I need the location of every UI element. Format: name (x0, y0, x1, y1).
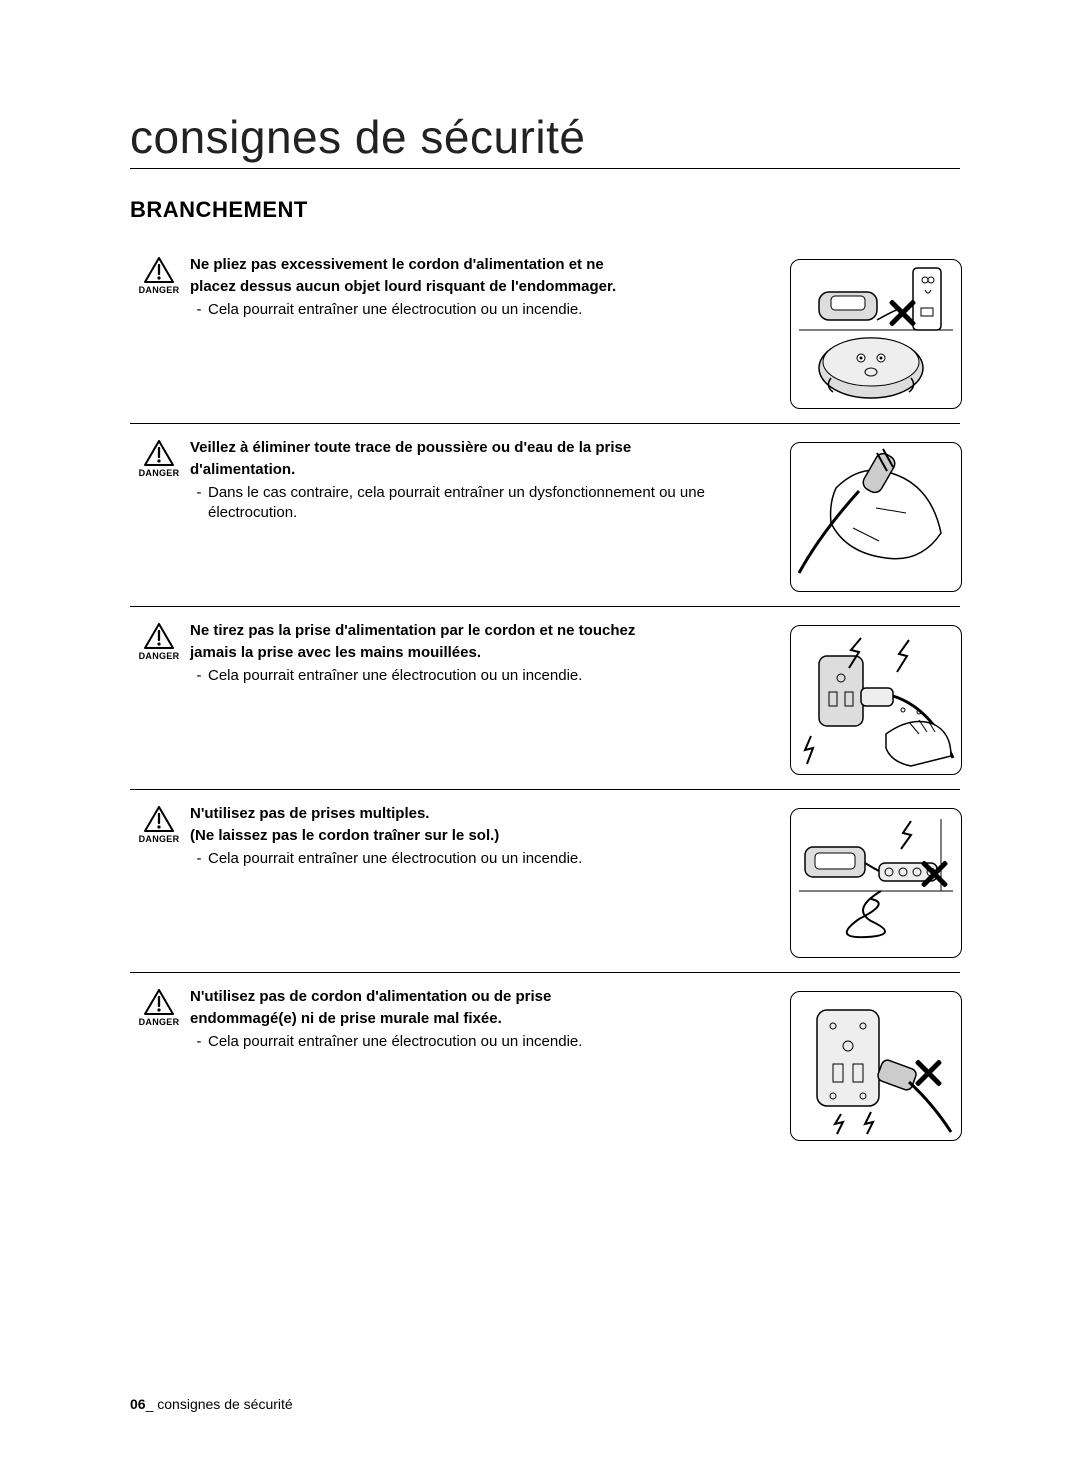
danger-icon (144, 989, 174, 1015)
safety-entry: DANGER Ne tirez pas la prise d'alimentat… (130, 607, 960, 790)
entry-heading-line: Ne tirez pas la prise d'alimentation par… (190, 621, 778, 641)
safety-entry: DANGER Veillez à éliminer toute trace de… (130, 424, 960, 607)
illustration-col (790, 987, 960, 1141)
section-heading: BRANCHEMENT (130, 197, 960, 223)
illustration-col (790, 804, 960, 958)
danger-label: DANGER (130, 285, 188, 295)
x-mark-icon (919, 859, 949, 889)
danger-icon (144, 440, 174, 466)
danger-label: DANGER (130, 1017, 188, 1027)
entry-heading-line: endommagé(e) ni de prise murale mal fixé… (190, 1009, 778, 1029)
danger-icon-col: DANGER (130, 804, 188, 844)
footer-page-number: 06 (130, 1396, 146, 1412)
entry-text: N'utilisez pas de prises multiples. (Ne … (188, 804, 790, 869)
entry-bullet: - Cela pourrait entraîner une électrocut… (190, 300, 778, 320)
entry-text: Ne pliez pas excessivement le cordon d'a… (188, 255, 790, 320)
page-footer: 06_ consignes de sécurité (130, 1396, 293, 1412)
entry-heading-line: placez dessus aucun objet lourd risquant… (190, 277, 778, 297)
bullet-dash: - (190, 666, 208, 686)
footer-text: consignes de sécurité (153, 1396, 292, 1412)
danger-icon (144, 257, 174, 283)
entry-heading-line: Veillez à éliminer toute trace de poussi… (190, 438, 778, 458)
bullet-dash: - (190, 483, 208, 524)
bullet-text: Cela pourrait entraîner une électrocutio… (208, 849, 582, 869)
entry-heading-line: Ne pliez pas excessivement le cordon d'a… (190, 255, 778, 275)
entry-text: Ne tirez pas la prise d'alimentation par… (188, 621, 790, 686)
danger-icon-col: DANGER (130, 987, 188, 1027)
x-mark-icon (887, 298, 917, 328)
bullet-text: Dans le cas contraire, cela pourrait ent… (208, 483, 778, 524)
entry-bullet: - Cela pourrait entraîner une électrocut… (190, 666, 778, 686)
danger-icon (144, 806, 174, 832)
danger-icon-col: DANGER (130, 438, 188, 478)
danger-icon (144, 623, 174, 649)
danger-label: DANGER (130, 834, 188, 844)
entry-bullet: - Cela pourrait entraîner une électrocut… (190, 849, 778, 869)
entry-bullet: - Dans le cas contraire, cela pourrait e… (190, 483, 778, 524)
danger-label: DANGER (130, 468, 188, 478)
danger-label: DANGER (130, 651, 188, 661)
entry-heading-line: N'utilisez pas de prises multiples. (190, 804, 778, 824)
illustration-col (790, 438, 960, 592)
safety-entry: DANGER N'utilisez pas de cordon d'alimen… (130, 973, 960, 1155)
entry-heading-line: (Ne laissez pas le cordon traîner sur le… (190, 826, 778, 846)
danger-icon-col: DANGER (130, 621, 188, 661)
bullet-dash: - (190, 1032, 208, 1052)
x-mark-icon (913, 1058, 943, 1088)
bullet-dash: - (190, 300, 208, 320)
bullet-text: Cela pourrait entraîner une électrocutio… (208, 666, 582, 686)
illustration-col (790, 621, 960, 775)
illustration-wet-hand-plug (791, 626, 961, 774)
entry-heading-line: N'utilisez pas de cordon d'alimentation … (190, 987, 778, 1007)
bullet-text: Cela pourrait entraîner une électrocutio… (208, 300, 582, 320)
illustration-box (790, 259, 962, 409)
safety-entry: DANGER Ne pliez pas excessivement le cor… (130, 241, 960, 424)
entry-heading-line: jamais la prise avec les mains mouillées… (190, 643, 778, 663)
entry-text: Veillez à éliminer toute trace de poussi… (188, 438, 790, 523)
entry-heading-line: d'alimentation. (190, 460, 778, 480)
illustration-col (790, 255, 960, 409)
bullet-dash: - (190, 849, 208, 869)
danger-icon-col: DANGER (130, 255, 188, 295)
safety-entry: DANGER N'utilisez pas de prises multiple… (130, 790, 960, 973)
illustration-robot-cord-bent (791, 260, 961, 408)
page: consignes de sécurité BRANCHEMENT DANGER… (0, 0, 1080, 1472)
entry-text: N'utilisez pas de cordon d'alimentation … (188, 987, 790, 1052)
illustration-clean-plug (791, 443, 961, 591)
page-title: consignes de sécurité (130, 110, 960, 169)
illustration-box (790, 625, 962, 775)
illustration-box (790, 991, 962, 1141)
illustration-box (790, 808, 962, 958)
bullet-text: Cela pourrait entraîner une électrocutio… (208, 1032, 582, 1052)
entry-bullet: - Cela pourrait entraîner une électrocut… (190, 1032, 778, 1052)
illustration-box (790, 442, 962, 592)
